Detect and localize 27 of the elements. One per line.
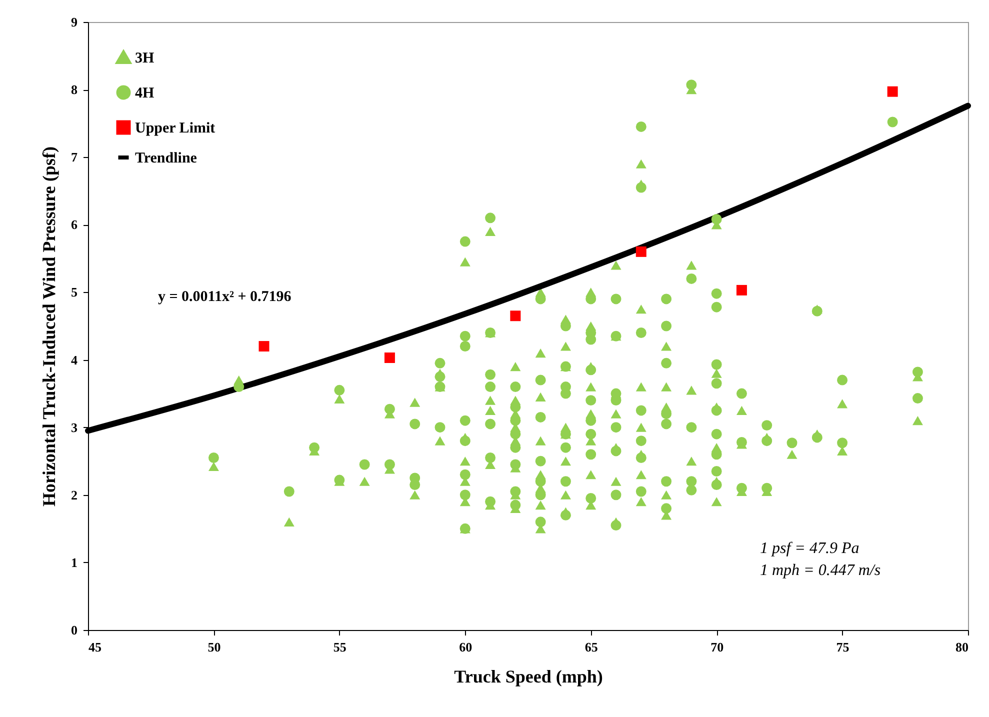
x-tick-label: 45 xyxy=(88,640,102,654)
y-tick-label: 1 xyxy=(71,554,78,570)
x-tick-label: 55 xyxy=(333,640,347,654)
x-axis-title: Truck Speed (mph) xyxy=(454,666,603,686)
x-tick-label: 80 xyxy=(956,640,968,654)
x-tick-label: 75 xyxy=(836,640,850,654)
y-tick-label: 8 xyxy=(71,82,78,98)
legend-label: 4H xyxy=(135,86,154,102)
y-tick-label: 3 xyxy=(71,420,78,435)
legend-label: Trendline xyxy=(135,150,198,166)
y-tick-label: 4 xyxy=(71,352,78,368)
y-tick-label: 9 xyxy=(71,14,78,30)
y-axis-title: Horizontal Truck-Induced Wind Pressure (psf) xyxy=(39,146,59,507)
y-tick-label: 2 xyxy=(71,487,78,502)
x-tick-label: 70 xyxy=(710,640,724,654)
x-tick-label: 60 xyxy=(459,640,472,654)
y-tick-label: 0 xyxy=(71,622,78,638)
annotation: 1 mph = 0.447 m/s xyxy=(760,562,881,579)
x-tick-label: 50 xyxy=(208,640,221,654)
annotation: 1 psf = 47.9 Pa xyxy=(760,540,860,557)
x-tick-label: 65 xyxy=(584,640,598,654)
legend-label: 3H xyxy=(135,50,154,66)
y-tick-label: 5 xyxy=(71,284,78,300)
y-tick-label: 7 xyxy=(71,150,78,165)
legend-label: Upper Limit xyxy=(135,120,216,136)
y-tick-label: 6 xyxy=(71,217,78,232)
annotation: y = 0.0011x² + 0.7196 xyxy=(158,289,292,305)
